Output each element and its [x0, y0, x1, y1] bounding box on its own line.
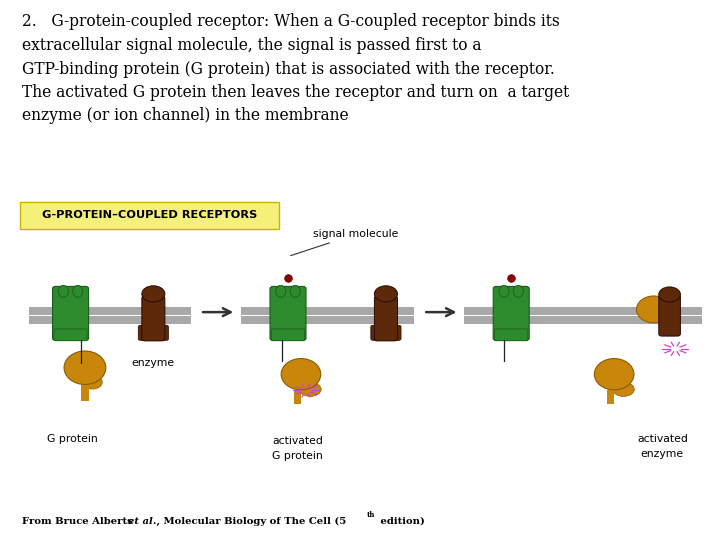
- Ellipse shape: [73, 285, 83, 297]
- Bar: [607, 390, 614, 404]
- Bar: [241, 307, 414, 315]
- Bar: [464, 307, 702, 315]
- FancyBboxPatch shape: [270, 286, 306, 340]
- FancyBboxPatch shape: [138, 325, 168, 340]
- Bar: [81, 385, 89, 401]
- Text: ., Molecular Biology of The Cell (5: ., Molecular Biology of The Cell (5: [153, 517, 346, 526]
- Ellipse shape: [374, 286, 397, 302]
- Text: enzyme: enzyme: [132, 358, 175, 368]
- Ellipse shape: [300, 382, 321, 396]
- FancyBboxPatch shape: [54, 329, 87, 341]
- FancyBboxPatch shape: [20, 202, 279, 229]
- FancyBboxPatch shape: [371, 325, 401, 340]
- FancyBboxPatch shape: [271, 329, 305, 341]
- Text: signal molecule: signal molecule: [291, 229, 399, 255]
- Ellipse shape: [142, 286, 165, 302]
- Bar: [241, 316, 414, 324]
- Ellipse shape: [636, 296, 671, 323]
- Text: From Bruce Alberts: From Bruce Alberts: [22, 517, 132, 526]
- Text: edition): edition): [377, 517, 425, 526]
- Ellipse shape: [499, 285, 509, 297]
- Ellipse shape: [659, 287, 680, 302]
- Text: G protein: G protein: [47, 434, 97, 444]
- Bar: [294, 390, 301, 404]
- FancyBboxPatch shape: [374, 296, 397, 341]
- Text: enzyme: enzyme: [641, 449, 684, 459]
- FancyBboxPatch shape: [659, 295, 680, 336]
- Bar: [464, 316, 702, 324]
- Ellipse shape: [513, 285, 523, 297]
- Text: G-PROTEIN–COUPLED RECEPTORS: G-PROTEIN–COUPLED RECEPTORS: [42, 211, 257, 220]
- Ellipse shape: [58, 285, 68, 297]
- FancyBboxPatch shape: [142, 296, 165, 341]
- Text: activated: activated: [637, 434, 688, 444]
- Ellipse shape: [281, 359, 321, 390]
- Ellipse shape: [290, 285, 300, 297]
- Bar: [29, 307, 191, 315]
- FancyBboxPatch shape: [495, 329, 528, 341]
- FancyBboxPatch shape: [53, 286, 89, 340]
- FancyBboxPatch shape: [493, 286, 529, 340]
- Bar: [29, 316, 191, 324]
- Ellipse shape: [64, 351, 106, 384]
- Text: G protein: G protein: [272, 451, 323, 462]
- Ellipse shape: [276, 285, 286, 297]
- Ellipse shape: [595, 359, 634, 390]
- Text: th: th: [367, 511, 376, 519]
- Text: et al: et al: [128, 517, 153, 526]
- Ellipse shape: [613, 382, 634, 396]
- Ellipse shape: [82, 376, 102, 389]
- Text: 2.   G-protein-coupled receptor: When a G-coupled receptor binds its
extracellul: 2. G-protein-coupled receptor: When a G-…: [22, 14, 569, 125]
- Text: activated: activated: [272, 436, 323, 447]
